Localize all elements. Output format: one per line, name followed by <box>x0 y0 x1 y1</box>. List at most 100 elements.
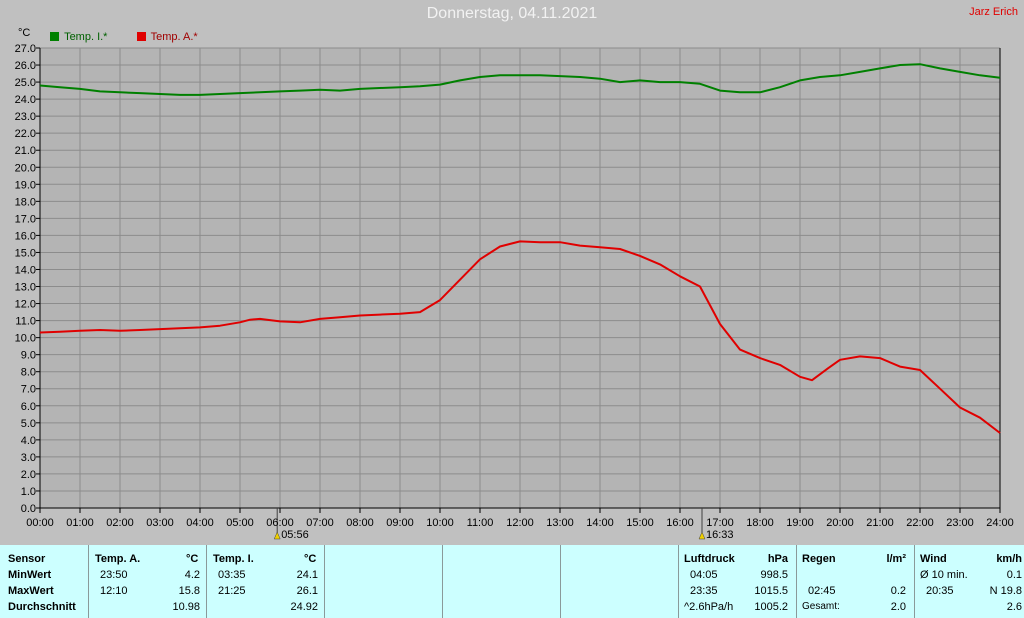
x-tick-label: 20:00 <box>826 517 854 529</box>
wind-gust-time: 20:35 <box>926 585 954 597</box>
x-tick-label: 10:00 <box>426 517 454 529</box>
y-tick-label: 11.0 <box>15 316 36 328</box>
luftdruck-max: 1015.5 <box>754 585 788 597</box>
x-tick-label: 24:00 <box>986 517 1014 529</box>
y-tick-label: 16.0 <box>15 230 36 242</box>
x-tick-label: 01:00 <box>66 517 94 529</box>
y-tick-label: 20.0 <box>15 162 36 174</box>
x-tick-label: 19:00 <box>786 517 814 529</box>
y-unit-label: °C <box>18 27 31 39</box>
chart-title: Donnerstag, 04.11.2021 <box>426 5 598 22</box>
x-tick-label: 22:00 <box>906 517 934 529</box>
temp-i-unit: °C <box>304 553 317 565</box>
temp-a-min: 4.2 <box>184 569 200 581</box>
x-tick-label: 03:00 <box>146 517 174 529</box>
y-tick-label: 15.0 <box>15 247 36 259</box>
luftdruck-max-time: 23:35 <box>690 585 718 597</box>
sun-marker-label: 05:56 <box>281 529 309 541</box>
x-tick-label: 23:00 <box>946 517 974 529</box>
legend-label-inside: Temp. I.* <box>64 31 108 43</box>
series-line-temp-outside <box>39 240 1001 434</box>
x-tick-label: 04:00 <box>186 517 214 529</box>
temp-a-max-time: 12:10 <box>100 585 128 597</box>
temp-i-header: Temp. I. <box>213 553 254 565</box>
x-tick-label: 08:00 <box>346 517 374 529</box>
x-tick-label: 06:00 <box>266 517 294 529</box>
temp-i-max-time: 21:25 <box>218 585 246 597</box>
stats-panel <box>0 545 1024 618</box>
temp-a-header: Temp. A. <box>95 553 141 565</box>
sun-icon <box>698 531 706 540</box>
legend-label-outside: Temp. A.* <box>150 31 198 43</box>
x-tick-label: 21:00 <box>866 517 894 529</box>
y-tick-label: 17.0 <box>15 213 36 225</box>
y-tick-label: 6.0 <box>21 401 36 413</box>
luftdruck-min: 998.5 <box>760 569 788 581</box>
regen-total-label: Gesamt: <box>802 601 840 612</box>
y-tick-label: 18.0 <box>15 196 36 208</box>
sun-icon <box>273 531 281 540</box>
row-avg-label: Durchschnitt <box>8 601 76 613</box>
y-tick-label: 23.0 <box>15 111 36 123</box>
y-tick-label: 5.0 <box>21 418 36 430</box>
legend-swatch-inside <box>50 32 59 41</box>
y-tick-label: 12.0 <box>15 299 36 311</box>
wind-gust: N 19.8 <box>989 585 1022 597</box>
y-tick-label: 19.0 <box>15 179 36 191</box>
sun-marker-label: 16:33 <box>706 529 734 541</box>
x-tick-label: 00:00 <box>26 517 54 529</box>
x-tick-label: 18:00 <box>746 517 774 529</box>
y-tick-label: 10.0 <box>15 333 36 345</box>
y-tick-label: 14.0 <box>15 264 36 276</box>
luftdruck-min-time: 04:05 <box>690 569 718 581</box>
y-tick-label: 9.0 <box>21 350 36 362</box>
y-tick-label: 13.0 <box>15 282 36 294</box>
temp-i-min-time: 03:35 <box>218 569 246 581</box>
y-tick-label: 22.0 <box>15 128 36 140</box>
temperature-chart: 0.0 1.0 2.0 3.0 4.0 5.0 6.0 7.0 8.0 9.0 10.0 11.0 12… <box>15 43 1014 541</box>
x-tick-label: 02:00 <box>106 517 134 529</box>
x-tick-label: 05:00 <box>226 517 254 529</box>
temp-i-avg: 24.92 <box>290 601 318 613</box>
x-tick-label: 16:00 <box>666 517 694 529</box>
regen-total: 2.0 <box>890 601 906 613</box>
regen-header: Regen <box>802 553 836 565</box>
y-tick-label: 21.0 <box>15 145 36 157</box>
wind-header: Wind <box>920 553 947 565</box>
legend: Temp. I.* Temp. A.* <box>50 31 198 43</box>
x-tick-label: 13:00 <box>546 517 574 529</box>
y-tick-label: 27.0 <box>15 43 36 55</box>
wind-unit: km/h <box>996 553 1022 565</box>
wind-avg: 0.1 <box>1006 569 1022 581</box>
y-tick-label: 8.0 <box>21 367 36 379</box>
y-tick-label: 7.0 <box>21 384 36 396</box>
x-tick-label: 14:00 <box>586 517 614 529</box>
temp-a-unit: °C <box>186 553 199 565</box>
wind-avg-label: Ø 10 min. <box>920 569 968 581</box>
row-min-label: MinWert <box>8 569 52 581</box>
temp-i-min: 24.1 <box>296 569 318 581</box>
luftdruck-header: Luftdruck <box>684 553 735 565</box>
temp-i-max: 26.1 <box>296 585 318 597</box>
x-tick-label: 15:00 <box>626 517 654 529</box>
regen-unit: l/m² <box>886 553 906 565</box>
y-tick-label: 25.0 <box>15 77 36 89</box>
luftdruck-trend: ^2.6hPa/h <box>684 601 734 613</box>
row-max-label: MaxWert <box>8 585 54 597</box>
luftdruck-unit: hPa <box>767 553 788 565</box>
wind-extra: 2.6 <box>1006 601 1022 613</box>
temp-a-avg: 10.98 <box>172 601 200 613</box>
regen-time: 02:45 <box>808 585 836 597</box>
y-tick-label: 4.0 <box>21 435 36 447</box>
series-line-temp-inside <box>39 63 1001 96</box>
author-label: Jarz Erich <box>969 6 1018 18</box>
x-tick-label: 12:00 <box>506 517 534 529</box>
x-tick-label: 17:00 <box>706 517 734 529</box>
regen-value: 0.2 <box>890 585 906 597</box>
x-tick-label: 09:00 <box>386 517 414 529</box>
y-tick-label: 0.0 <box>21 503 36 515</box>
x-tick-label: 11:00 <box>467 517 494 529</box>
y-tick-label: 1.0 <box>21 486 36 498</box>
y-tick-label: 26.0 <box>15 60 36 72</box>
legend-swatch-outside <box>136 32 146 41</box>
